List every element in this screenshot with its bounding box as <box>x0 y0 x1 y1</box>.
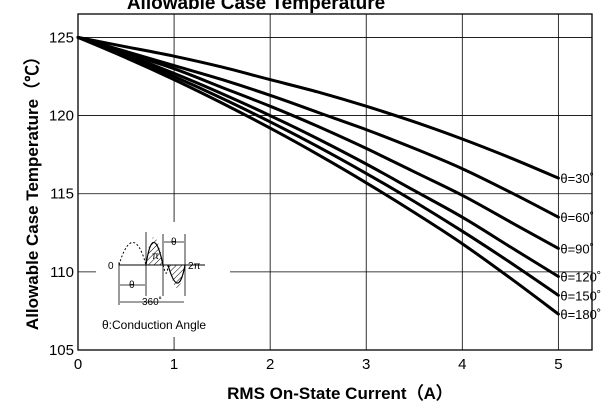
x-tick-1: 1 <box>170 356 178 373</box>
plot-frame <box>77 13 593 351</box>
y-tick-110: 110 <box>50 264 74 281</box>
series-line-4 <box>76 35 560 278</box>
series-label-5: θ=150˚ <box>560 288 601 303</box>
y-tick-120: 120 <box>49 108 74 125</box>
chart-title: Allowable Case Temperature <box>127 0 385 14</box>
inset-sine-dashed <box>118 242 169 274</box>
series-label-6: θ=180˚ <box>560 307 601 322</box>
inset-period-label: 360˚ <box>142 296 162 308</box>
inset-zero-label: 0 <box>108 261 114 272</box>
inset-negative-hatch <box>168 265 185 290</box>
inset-theta-top-label: θ <box>171 237 177 248</box>
x-tick-3: 3 <box>362 356 370 373</box>
y-tick-115: 115 <box>50 186 74 203</box>
conduction-angle-inset: 0 π 2π θ θ 360˚ θ:Conduction Angle <box>96 222 230 337</box>
series-line-6 <box>76 35 560 316</box>
x-tick-2: 2 <box>266 356 274 373</box>
series-line-3 <box>76 35 560 250</box>
series-lines <box>76 35 560 316</box>
series-label-4: θ=120˚ <box>560 270 601 285</box>
inset-pi-label: π <box>152 251 159 262</box>
series-label-1: θ=30˚ <box>560 171 594 186</box>
x-tick-labels: 0 1 2 3 4 5 <box>74 356 563 373</box>
inset-theta-bottom-label: θ <box>129 280 135 291</box>
y-tick-125: 125 <box>49 29 74 46</box>
series-line-1 <box>76 35 560 180</box>
x-tick-0: 0 <box>74 356 82 373</box>
x-tick-4: 4 <box>458 356 466 373</box>
x-tick-5: 5 <box>554 356 562 373</box>
y-tick-105: 105 <box>49 342 74 359</box>
series-label-2: θ=60˚ <box>560 210 594 225</box>
series-label-3: θ=90˚ <box>560 241 594 256</box>
inset-sine-solid <box>145 241 186 284</box>
series-labels: θ=30˚ θ=60˚ θ=90˚ θ=120˚ θ=150˚ θ=180˚ <box>560 171 601 322</box>
y-tick-labels: 105 110 115 120 125 <box>49 29 74 359</box>
y-axis-title: Allowable Case Temperature（℃） <box>22 48 42 330</box>
series-line-2 <box>76 35 560 219</box>
series-line-5 <box>76 35 560 297</box>
inset-positive-hatch <box>146 237 163 265</box>
inset-caption: θ:Conduction Angle <box>102 318 206 332</box>
inset-two-pi-label: 2π <box>188 261 201 272</box>
x-axis-title: RMS On-State Current（A） <box>227 383 453 403</box>
